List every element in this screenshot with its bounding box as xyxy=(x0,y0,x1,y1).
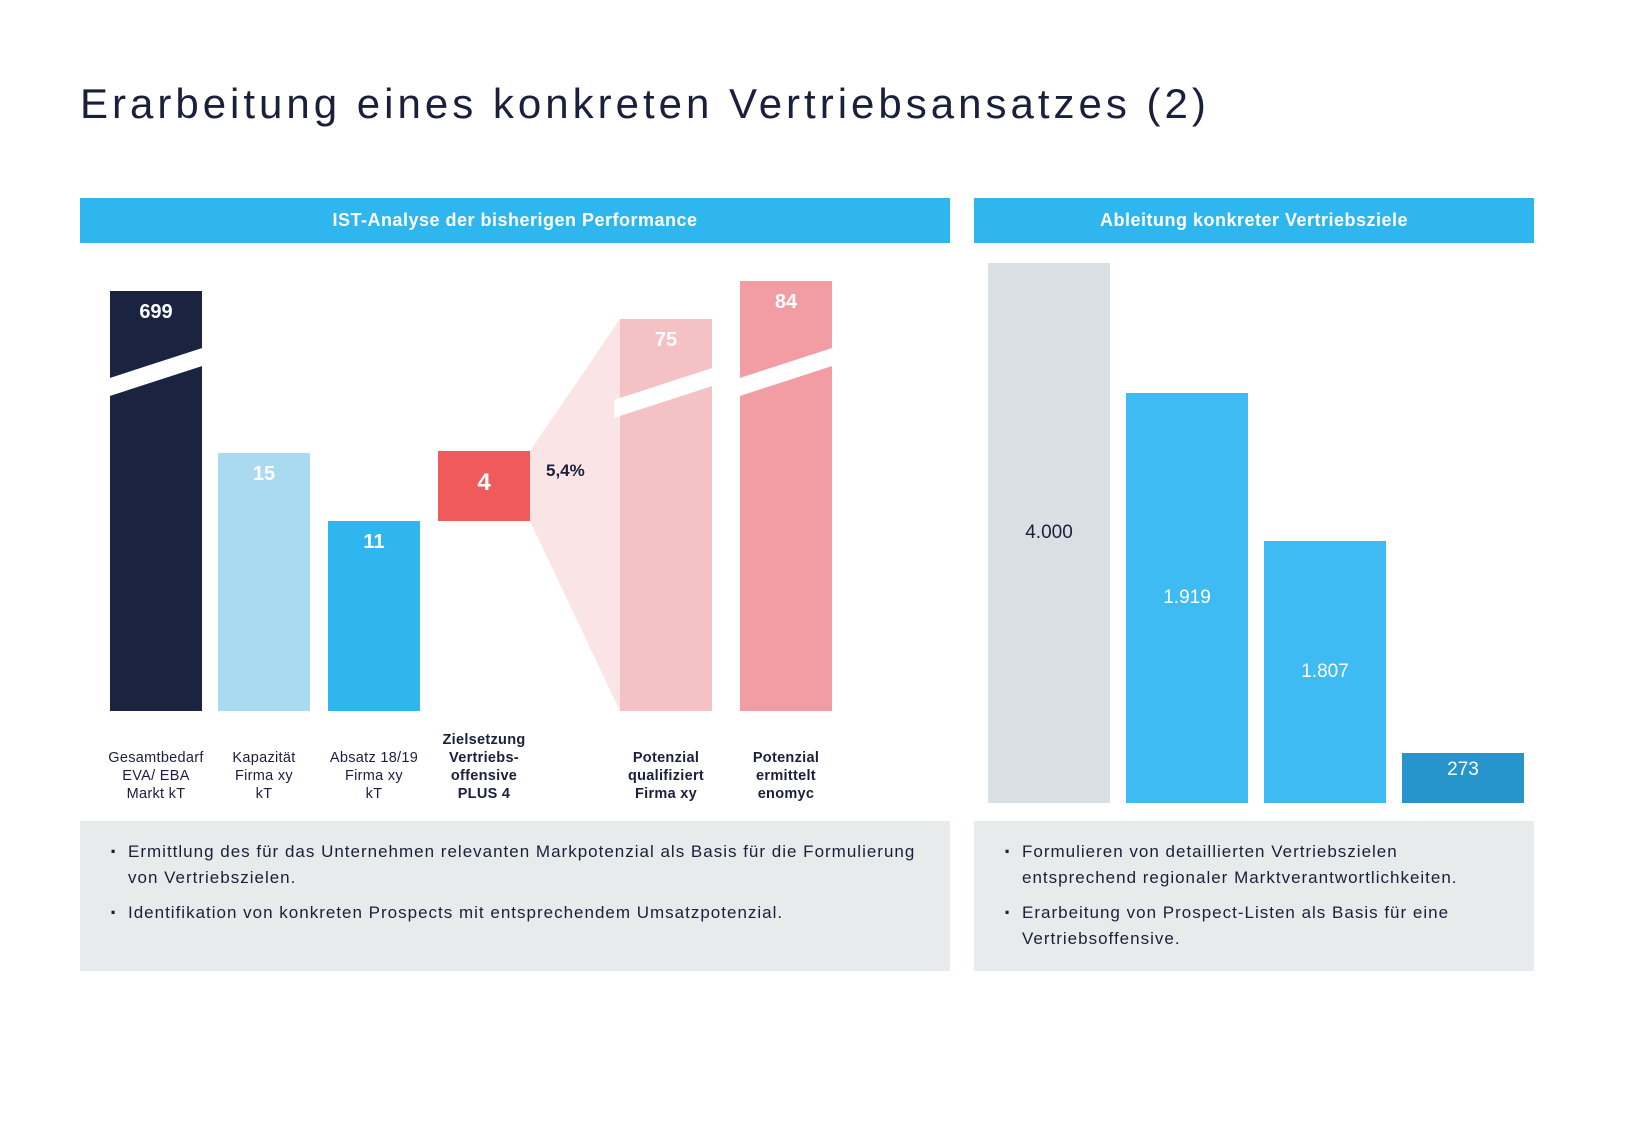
axis-break xyxy=(104,346,208,398)
panel-right-header: Ableitung konkreter Vertriebsziele xyxy=(974,198,1534,243)
left-chart: 699 GesamtbedarfEVA/ EBAMarkt kT 15 Kapazit… xyxy=(80,243,950,803)
rbar-1: 1.919 xyxy=(1126,393,1248,803)
x-label: ZielsetzungVertriebs-offensivePLUS 4 xyxy=(428,731,540,804)
rbar-value: 1.807 xyxy=(1264,661,1386,683)
axis-break xyxy=(614,366,718,418)
rbar-value: 4.000 xyxy=(988,522,1110,544)
bar-b3: 11 xyxy=(328,521,420,711)
bullet-item: Erarbeitung von Prospect-Listen als Basi… xyxy=(1000,900,1508,953)
bar-b1: 699 xyxy=(110,291,202,711)
rbar-value: 1.919 xyxy=(1126,587,1248,609)
bar-value: 4 xyxy=(438,469,530,497)
bar-b2: 15 xyxy=(218,453,310,711)
x-label: Potenzialermitteltenomyc xyxy=(730,749,842,803)
bullet-item: Formulieren von detaillierten Vertriebsz… xyxy=(1000,839,1508,892)
panel-left-header: IST-Analyse der bisherigen Performance xyxy=(80,198,950,243)
axis-break xyxy=(734,346,838,398)
x-label: KapazitätFirma xykT xyxy=(208,749,320,803)
rbar-0: 4.000 xyxy=(988,263,1110,803)
funnel-wedge xyxy=(530,319,620,711)
bar-b6: 84 xyxy=(740,281,832,711)
bullet-item: Identifikation von konkreten Prospects m… xyxy=(106,900,924,926)
x-label: PotenzialqualifiziertFirma xy xyxy=(610,749,722,803)
bar-b5: 75 xyxy=(620,319,712,711)
bar-value: 11 xyxy=(328,531,420,554)
bar-value: 75 xyxy=(620,329,712,352)
percent-label: 5,4% xyxy=(546,461,585,481)
panel-right: Ableitung konkreter Vertriebsziele 4.000… xyxy=(974,198,1534,971)
bullet-item: Ermittlung des für das Unternehmen relev… xyxy=(106,839,924,892)
bar-value: 699 xyxy=(110,301,202,324)
bar-b4: 4 xyxy=(438,451,530,521)
panel-left: IST-Analyse der bisherigen Performance 6… xyxy=(80,198,950,971)
x-label: Absatz 18/19Firma xykT xyxy=(318,749,430,803)
bar-value: 15 xyxy=(218,463,310,486)
rbar-3: 273 xyxy=(1402,753,1524,803)
right-chart: 4.000 1.919 1.807 273 xyxy=(974,243,1534,803)
page-title: Erarbeitung eines konkreten Vertriebsans… xyxy=(80,80,1547,128)
panels: IST-Analyse der bisherigen Performance 6… xyxy=(80,198,1547,971)
bar-value: 84 xyxy=(740,291,832,314)
rbar-2: 1.807 xyxy=(1264,541,1386,803)
x-label: GesamtbedarfEVA/ EBAMarkt kT xyxy=(100,749,212,803)
right-bullets: Formulieren von detaillierten Vertriebsz… xyxy=(974,821,1534,971)
rbar-value: 273 xyxy=(1402,759,1524,781)
left-bullets: Ermittlung des für das Unternehmen relev… xyxy=(80,821,950,971)
